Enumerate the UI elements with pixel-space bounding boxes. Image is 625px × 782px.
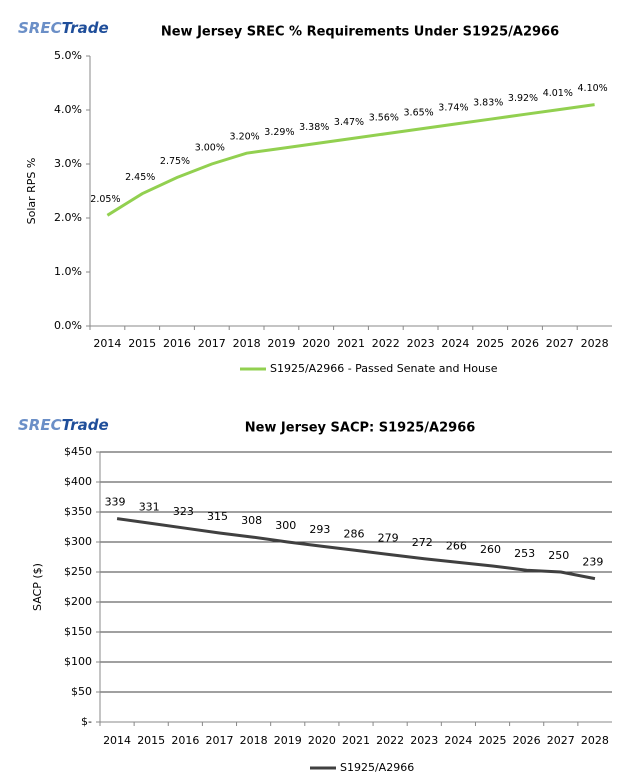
y-tick-label: $250 (64, 565, 92, 578)
x-tick-label: 2014 (103, 734, 131, 747)
data-label: 3.92% (508, 93, 538, 104)
x-tick-label: 2028 (581, 734, 609, 747)
x-tick-label: 2027 (547, 734, 575, 747)
logo-srec: SREC (18, 19, 62, 37)
data-label: 293 (309, 523, 330, 536)
y-tick-label: 5.0% (54, 49, 82, 62)
data-label: 3.83% (473, 98, 503, 109)
x-tick-label: 2020 (308, 734, 336, 747)
data-label: 250 (548, 549, 569, 562)
y-tick-label: 3.0% (54, 157, 82, 170)
y-axis-label: Solar RPS % (25, 158, 38, 225)
legend-label: S1925/A2966 - Passed Senate and House (270, 362, 498, 375)
x-tick-label: 2027 (546, 337, 574, 350)
y-tick-label: 0.0% (54, 319, 82, 332)
data-label: 3.20% (230, 132, 260, 143)
data-line (106, 103, 595, 217)
data-label: 315 (207, 510, 228, 523)
x-tick-label: 2021 (342, 734, 370, 747)
data-label: 4.10% (578, 83, 608, 94)
data-label: 3.47% (334, 117, 364, 128)
data-label: 2.05% (90, 194, 120, 205)
x-tick-label: 2025 (479, 734, 507, 747)
y-tick-label: $450 (64, 445, 92, 458)
data-label: 3.29% (264, 127, 294, 138)
x-tick-label: 2024 (441, 337, 469, 350)
y-tick-label: $150 (64, 625, 92, 638)
x-tick-label: 2022 (376, 734, 404, 747)
x-tick-label: 2015 (128, 337, 156, 350)
data-label: 3.38% (299, 122, 329, 133)
y-tick-label: 4.0% (54, 103, 82, 116)
data-label: 239 (582, 556, 603, 569)
x-tick-label: 2022 (372, 337, 400, 350)
x-tick-label: 2026 (513, 734, 541, 747)
y-tick-label: $200 (64, 595, 92, 608)
x-tick-label: 2026 (511, 337, 539, 350)
y-tick-label: $350 (64, 505, 92, 518)
data-label: 260 (480, 543, 501, 556)
y-tick-label: 1.0% (54, 265, 82, 278)
y-tick-label: $- (81, 715, 92, 728)
x-tick-label: 2018 (240, 734, 268, 747)
y-tick-label: $50 (71, 685, 92, 698)
y-tick-label: 2.0% (54, 211, 82, 224)
data-line (116, 517, 596, 581)
data-label: 2.75% (160, 156, 190, 167)
chart-title: New Jersey SREC % Requirements Under S19… (161, 25, 559, 40)
x-tick-label: 2023 (407, 337, 435, 350)
x-tick-label: 2015 (137, 734, 165, 747)
x-tick-label: 2020 (302, 337, 330, 350)
x-tick-label: 2017 (205, 734, 233, 747)
y-axis-label: SACP ($) (31, 563, 44, 611)
x-tick-label: 2023 (410, 734, 438, 747)
data-label: 3.00% (195, 143, 225, 154)
data-label: 331 (139, 500, 160, 513)
x-tick-label: 2016 (163, 337, 191, 350)
x-tick-label: 2024 (444, 734, 472, 747)
y-tick-label: $400 (64, 475, 92, 488)
data-label: 272 (412, 536, 433, 549)
x-tick-label: 2018 (233, 337, 261, 350)
x-tick-label: 2019 (274, 734, 302, 747)
logo-trade: Trade (62, 19, 109, 37)
y-tick-label: $100 (64, 655, 92, 668)
data-label: 3.65% (404, 107, 434, 118)
logo-srec: SREC (18, 416, 62, 434)
data-label: 286 (344, 527, 365, 540)
x-tick-label: 2016 (171, 734, 199, 747)
logo-trade: Trade (62, 416, 109, 434)
x-tick-label: 2014 (93, 337, 121, 350)
data-label: 308 (241, 514, 262, 527)
data-label: 2.45% (125, 172, 155, 183)
logo: SRECTrade (18, 416, 109, 434)
x-tick-label: 2017 (198, 337, 226, 350)
data-label: 4.01% (543, 88, 573, 99)
x-tick-label: 2028 (581, 337, 609, 350)
data-label: 253 (514, 547, 535, 560)
data-label: 266 (446, 539, 467, 552)
x-tick-label: 2019 (267, 337, 295, 350)
y-tick-label: $300 (64, 535, 92, 548)
chart-title: New Jersey SACP: S1925/A2966 (245, 421, 476, 436)
data-label: 3.56% (369, 112, 399, 123)
data-label: 279 (378, 532, 399, 545)
x-tick-label: 2025 (476, 337, 504, 350)
data-label: 300 (275, 519, 296, 532)
data-label: 323 (173, 505, 194, 518)
x-tick-label: 2021 (337, 337, 365, 350)
logo: SRECTrade (18, 19, 109, 37)
data-label: 339 (105, 496, 126, 509)
data-label: 3.74% (438, 103, 468, 114)
legend-label: S1925/A2966 (340, 761, 414, 774)
